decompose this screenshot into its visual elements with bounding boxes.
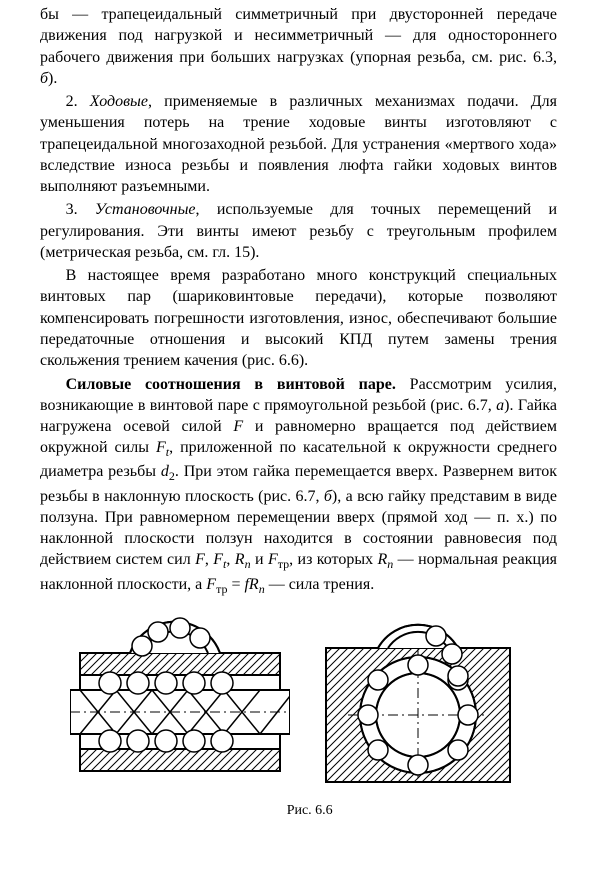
text: — сила трения. bbox=[265, 576, 375, 593]
text-italic: R bbox=[378, 551, 388, 568]
para-1: бы — трапецеидальный симметричный при дв… bbox=[40, 4, 557, 89]
text: = bbox=[227, 576, 244, 593]
text-italic: R bbox=[235, 551, 245, 568]
page: бы — трапецеидальный симметричный при дв… bbox=[0, 0, 589, 886]
text-italic: F bbox=[206, 576, 216, 593]
text-italic: Установочные bbox=[95, 201, 196, 218]
text-italic: d bbox=[161, 463, 169, 480]
text-italic: fR bbox=[244, 576, 258, 593]
text: ). bbox=[48, 70, 57, 87]
text-italic: б bbox=[324, 488, 332, 505]
text: В настоящее время разработано много конс… bbox=[40, 267, 557, 369]
para-3: 3. Установочные, используемые для точных… bbox=[40, 199, 557, 263]
text-italic: F bbox=[156, 439, 166, 456]
text-italic: Ходовые bbox=[90, 93, 148, 110]
text: бы — трапецеидальный симметричный при дв… bbox=[40, 6, 557, 66]
ball-screw-side-icon bbox=[70, 608, 290, 794]
text-italic: F bbox=[268, 551, 278, 568]
figure-left bbox=[70, 608, 290, 794]
text-italic: а bbox=[496, 397, 504, 414]
text: , из которых bbox=[289, 551, 377, 568]
text: , bbox=[205, 551, 213, 568]
ball-screw-end-icon bbox=[308, 608, 528, 794]
text: и bbox=[251, 551, 268, 568]
text-italic: F bbox=[233, 418, 243, 435]
figure-caption: Рис. 6.6 bbox=[40, 802, 557, 821]
text-italic: F bbox=[213, 551, 223, 568]
sub: тр bbox=[216, 582, 227, 596]
text: 2. bbox=[66, 93, 90, 110]
figure-right bbox=[308, 608, 528, 794]
text-italic: б bbox=[40, 70, 48, 87]
text-bold: Силовые соотношения в винтовой паре. bbox=[66, 376, 396, 393]
figure-area: Рис. 6.6 bbox=[40, 608, 557, 821]
sub: тр bbox=[278, 558, 289, 572]
figure-row bbox=[40, 608, 557, 794]
text: , bbox=[226, 551, 234, 568]
para-4: В настоящее время разработано много конс… bbox=[40, 265, 557, 371]
text-italic: F bbox=[195, 551, 205, 568]
text: 3. bbox=[66, 201, 95, 218]
para-5: Силовые соотношения в винтовой паре. Рас… bbox=[40, 374, 557, 598]
para-2: 2. Ходовые, применяемые в различных меха… bbox=[40, 91, 557, 197]
